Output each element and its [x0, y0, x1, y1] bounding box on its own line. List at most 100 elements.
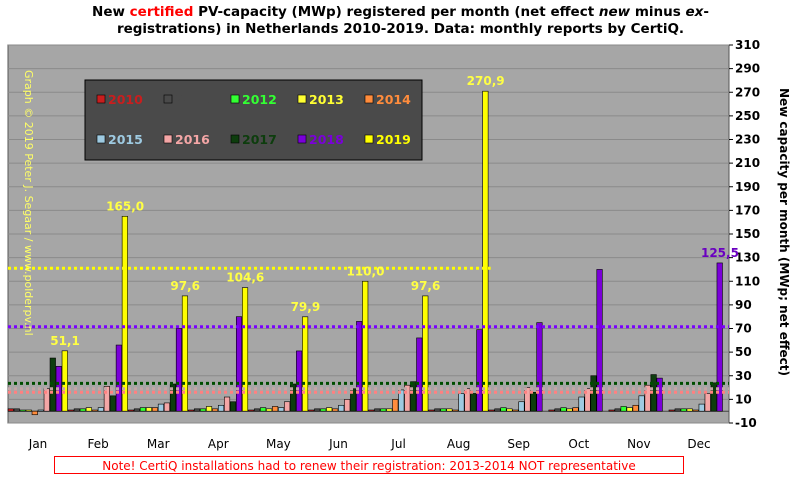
legend-label-2016: 2016	[175, 132, 210, 147]
bar-2017-Dec	[710, 382, 717, 412]
bar-2018-Dec	[716, 262, 723, 412]
data-label: 125,5	[701, 246, 739, 260]
data-label: 270,9	[467, 74, 505, 88]
bar-2015-Jan	[37, 409, 44, 412]
bar-2018-Nov	[656, 377, 663, 412]
y-tick-label: 310	[735, 38, 760, 52]
bar-2017-Aug	[470, 393, 477, 412]
bar-2015-Dec	[698, 403, 705, 412]
bar-2015-Nov	[638, 395, 645, 412]
bar-2017-Jun	[350, 388, 357, 412]
bar-2012-Nov	[620, 406, 627, 412]
bar-2011-Feb	[73, 408, 80, 412]
bar-2014-Jun	[332, 408, 339, 412]
legend-box	[84, 79, 423, 161]
bar-2013-Feb	[85, 407, 92, 412]
bar-2017-Jul	[410, 381, 417, 412]
bar-2011-Sep	[494, 408, 501, 412]
data-label: 97,6	[170, 279, 200, 293]
bar-2019-Apr	[241, 287, 249, 412]
bar-2019-Jun	[362, 280, 369, 412]
data-label: 79,9	[291, 300, 321, 314]
bar-2010-Sep	[488, 409, 495, 412]
x-tick-label: Aug	[447, 437, 470, 451]
legend-swatch-2010	[96, 94, 106, 104]
bar-2018-Jun	[356, 321, 363, 412]
legend-label-2019: 2019	[376, 132, 411, 147]
bar-2011-Nov	[614, 408, 621, 412]
bar-2013-Sep	[506, 408, 513, 412]
data-label: 104,6	[226, 271, 264, 285]
x-tick-label: Feb	[88, 437, 109, 451]
y-tick-label: 210	[735, 156, 760, 170]
y-tick-label: 190	[735, 180, 760, 194]
bar-2019-Feb	[121, 215, 128, 412]
x-tick-label: May	[266, 437, 291, 451]
bar-2015-May	[278, 407, 285, 412]
chart-title: New certified PV-capacity (MWp) register…	[92, 4, 709, 37]
bar-2010-May	[248, 409, 255, 412]
bar-2016-Aug	[464, 388, 471, 412]
bar-2014-May	[272, 406, 279, 412]
bar-2013-Mar	[145, 407, 153, 412]
legend-label-2010: 2010	[108, 92, 143, 107]
bar-2011-Jun	[314, 408, 321, 412]
bar-2011-Apr	[193, 408, 201, 412]
bar-2019-Aug	[482, 90, 489, 412]
bar-2013-Oct	[566, 408, 573, 412]
legend-label-2011: 2011	[175, 92, 210, 107]
x-tick-label: Nov	[627, 437, 650, 451]
bar-2019-Mar	[181, 295, 189, 412]
legend-swatch-2015	[96, 134, 106, 144]
data-label: 110,0	[346, 264, 384, 278]
bar-2019-Jul	[422, 295, 429, 412]
legend-label-2018: 2018	[309, 132, 344, 147]
y-tick-label: 90	[735, 298, 752, 312]
bar-2012-Jun	[320, 408, 327, 412]
bar-2013-Jul	[386, 408, 393, 412]
x-tick-label: Dec	[687, 437, 710, 451]
bar-2011-Aug	[434, 408, 441, 412]
bar-2018-Apr	[235, 316, 243, 412]
bar-2015-Sep	[518, 401, 525, 412]
legend-swatch-2019	[364, 134, 374, 144]
bar-2016-May	[284, 401, 291, 412]
legend-swatch-2012	[230, 94, 240, 104]
bar-2015-Feb	[97, 407, 104, 412]
y-tick-label: 170	[735, 203, 760, 217]
bar-2015-Jun	[338, 404, 345, 412]
x-tick-label: Sep	[507, 437, 530, 451]
bar-2010-Nov	[608, 409, 615, 412]
bar-2010-Jun	[308, 409, 315, 412]
bar-2013-Jun	[326, 407, 333, 412]
bar-2018-May	[296, 350, 303, 412]
bar-2015-Aug	[458, 393, 465, 412]
bar-2016-Mar	[163, 402, 171, 412]
bar-2013-Dec	[686, 408, 693, 412]
y-tick-label: 230	[735, 133, 760, 147]
x-tick-label: Jun	[328, 437, 348, 451]
bar-2011-Oct	[554, 408, 561, 412]
bar-2016-Oct	[584, 388, 591, 412]
bar-2014-Jan	[31, 410, 38, 416]
bar-2014-Apr	[211, 408, 219, 412]
bar-2010-Aug	[428, 409, 435, 412]
y-tick-label: 270	[735, 85, 760, 99]
y-tick-label: 70	[735, 322, 752, 336]
bar-2018-Mar	[175, 328, 183, 412]
bar-2011-Jul	[374, 408, 381, 412]
legend-swatch-2017	[230, 134, 240, 144]
bar-2012-May	[260, 407, 267, 412]
bar-2018-Sep	[536, 322, 543, 412]
data-label: 97,6	[411, 279, 441, 293]
legend-swatch-2016	[163, 134, 173, 144]
bar-2016-Feb	[103, 386, 110, 412]
y-tick-label: 250	[735, 109, 760, 123]
bar-2017-Sep	[530, 391, 537, 412]
bar-2018-Aug	[476, 329, 483, 412]
bar-2014-Feb	[91, 409, 98, 412]
x-tick-label: Jul	[390, 437, 405, 451]
bar-2015-Mar	[157, 403, 165, 412]
x-tick-label: Apr	[208, 437, 229, 451]
